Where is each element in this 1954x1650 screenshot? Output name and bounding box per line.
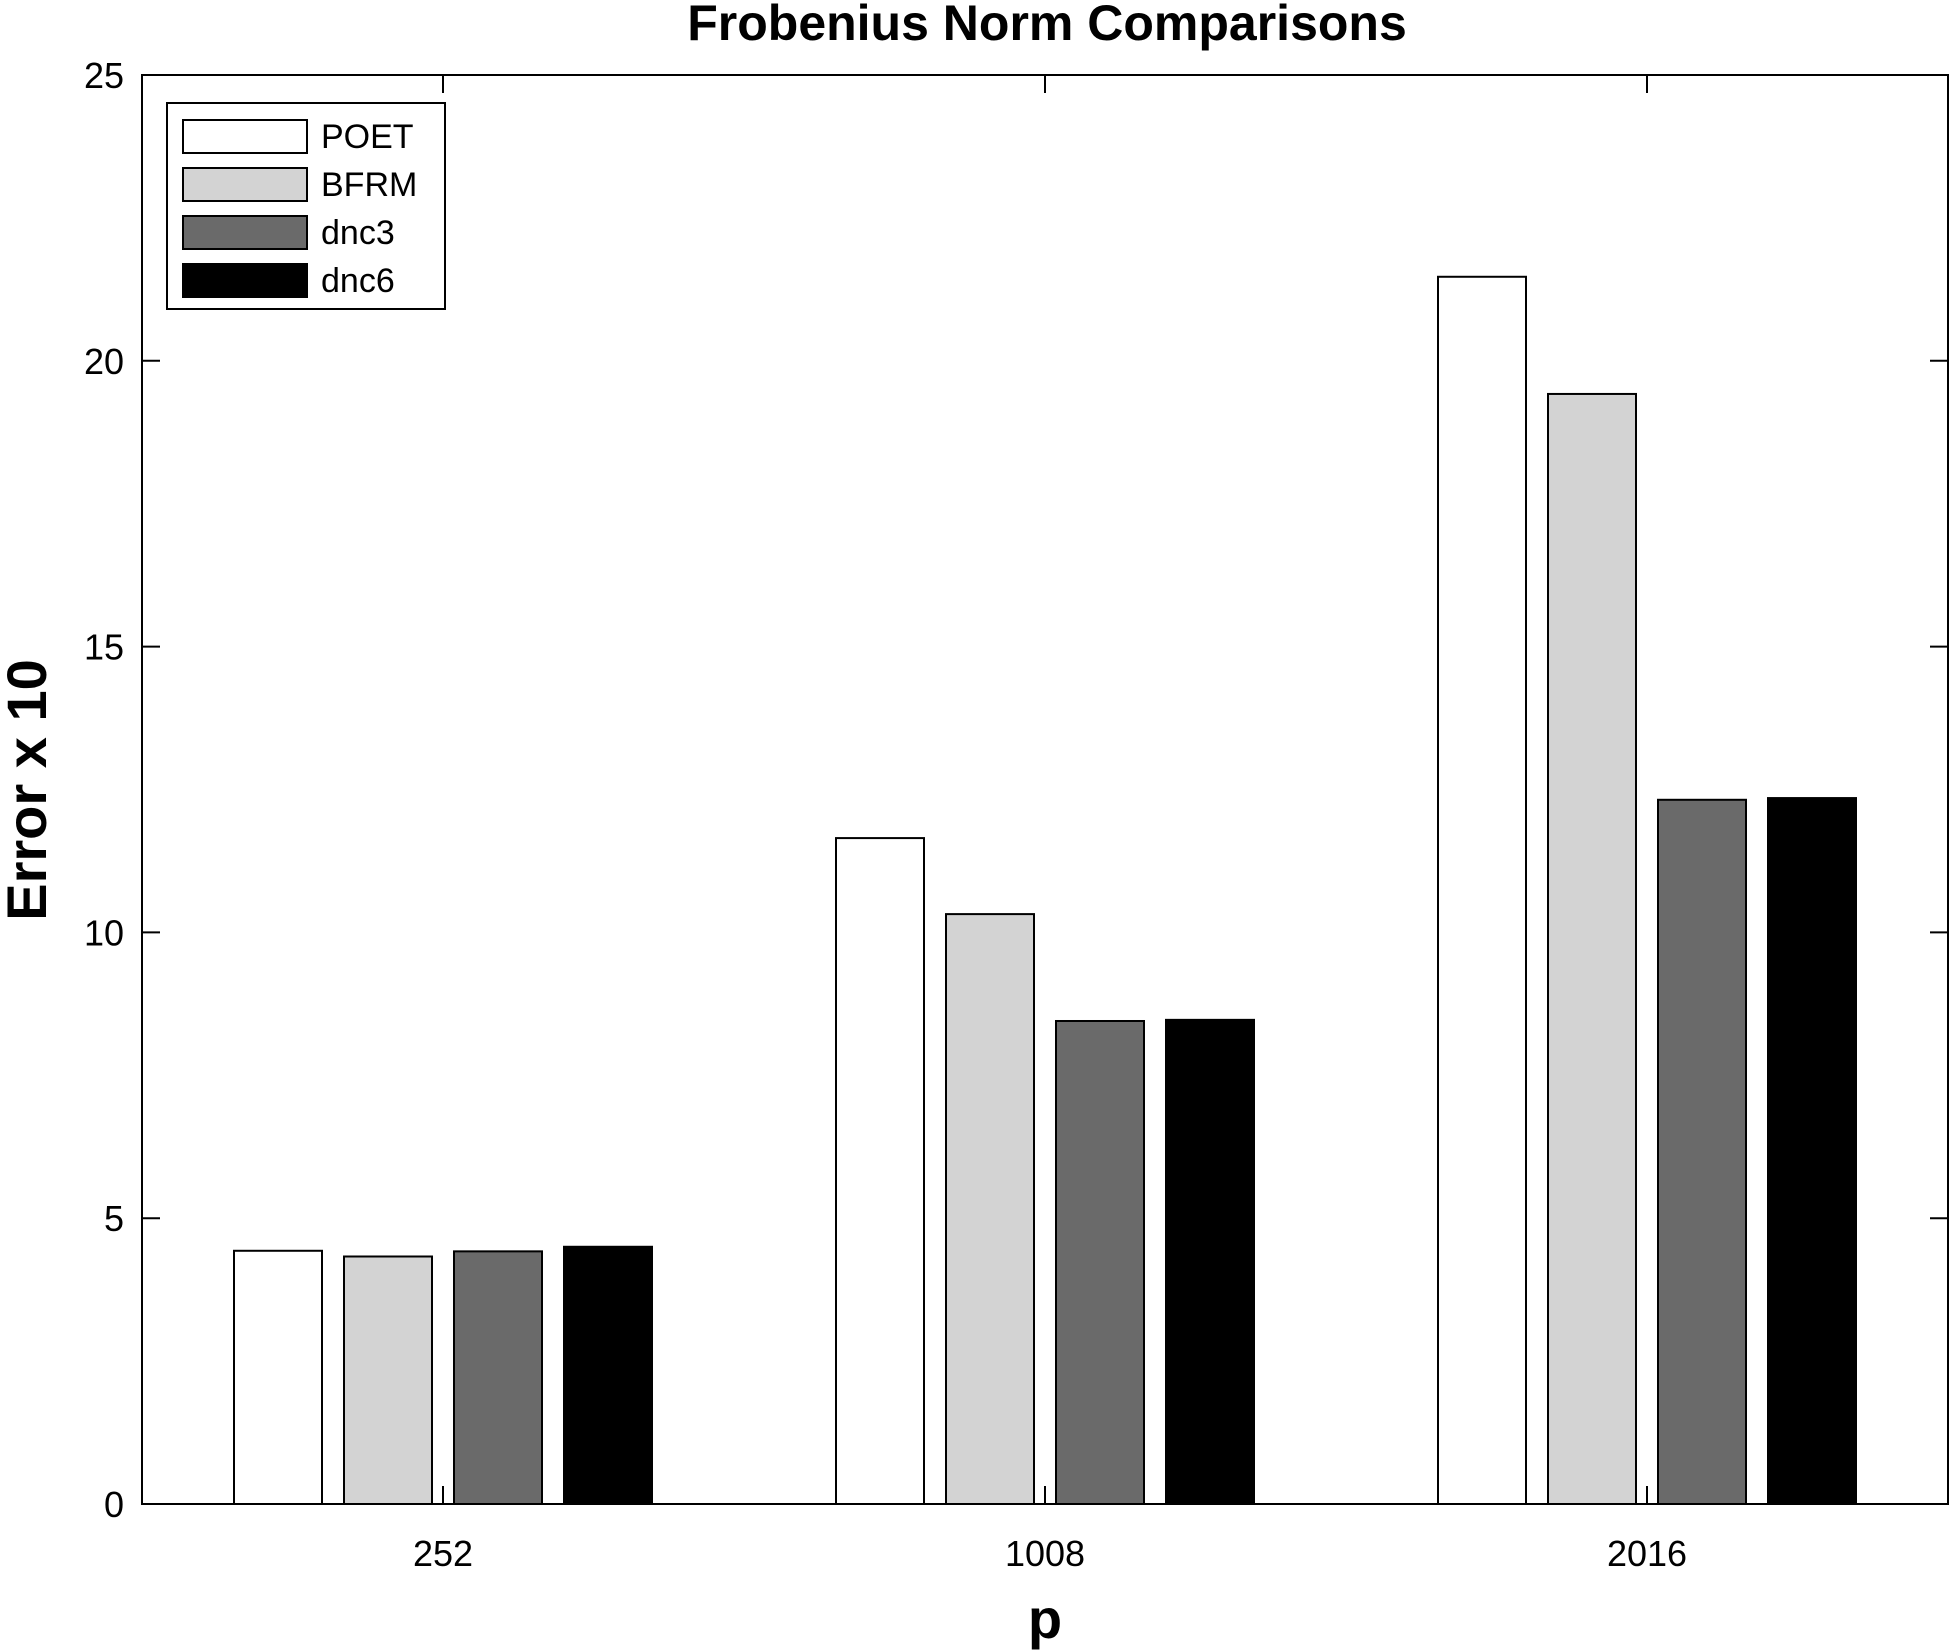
- bar-poet-252: [233, 1249, 323, 1506]
- bar-bfrm-252: [343, 1255, 433, 1505]
- y-tick-label: 5: [104, 1198, 124, 1239]
- legend: POET BFRM dnc3 dnc6: [166, 102, 446, 310]
- y-tick-label: 15: [84, 627, 124, 668]
- legend-label-dnc6: dnc6: [321, 262, 395, 300]
- bar-bfrm-2016: [1547, 392, 1637, 1506]
- plot-frame: [141, 74, 1949, 1505]
- legend-swatch-dnc6: [182, 263, 308, 298]
- legend-label-dnc3: dnc3: [321, 214, 395, 252]
- y-tick-label: 20: [84, 341, 124, 382]
- x-axis-label: p: [1028, 1587, 1062, 1650]
- bar-dnc3-252: [453, 1250, 543, 1505]
- bar-poet-2016: [1437, 275, 1527, 1506]
- bar-bfrm-1008: [945, 913, 1035, 1505]
- legend-label-bfrm: BFRM: [321, 166, 417, 204]
- bar-dnc6-1008: [1165, 1018, 1255, 1505]
- x-tick-label: 1008: [1005, 1533, 1085, 1574]
- chart-title: Frobenius Norm Comparisons: [687, 0, 1407, 51]
- x-tick-label: 252: [413, 1533, 473, 1574]
- bar-dnc6-2016: [1767, 797, 1857, 1505]
- bar-dnc3-2016: [1657, 798, 1747, 1505]
- legend-swatch-dnc3: [182, 215, 308, 250]
- y-tick-label: 0: [104, 1484, 124, 1525]
- legend-swatch-bfrm: [182, 167, 308, 202]
- y-tick-label: 10: [84, 912, 124, 953]
- y-axis-label: Error x 10: [0, 659, 58, 921]
- bar-dnc3-1008: [1055, 1019, 1145, 1505]
- bar-poet-1008: [835, 837, 925, 1505]
- legend-swatch-poet: [182, 119, 308, 154]
- bar-dnc6-252: [563, 1245, 653, 1506]
- y-tick-label: 25: [84, 55, 124, 96]
- legend-label-poet: POET: [321, 118, 414, 156]
- x-tick-label: 2016: [1607, 1533, 1687, 1574]
- bars: [233, 275, 1857, 1506]
